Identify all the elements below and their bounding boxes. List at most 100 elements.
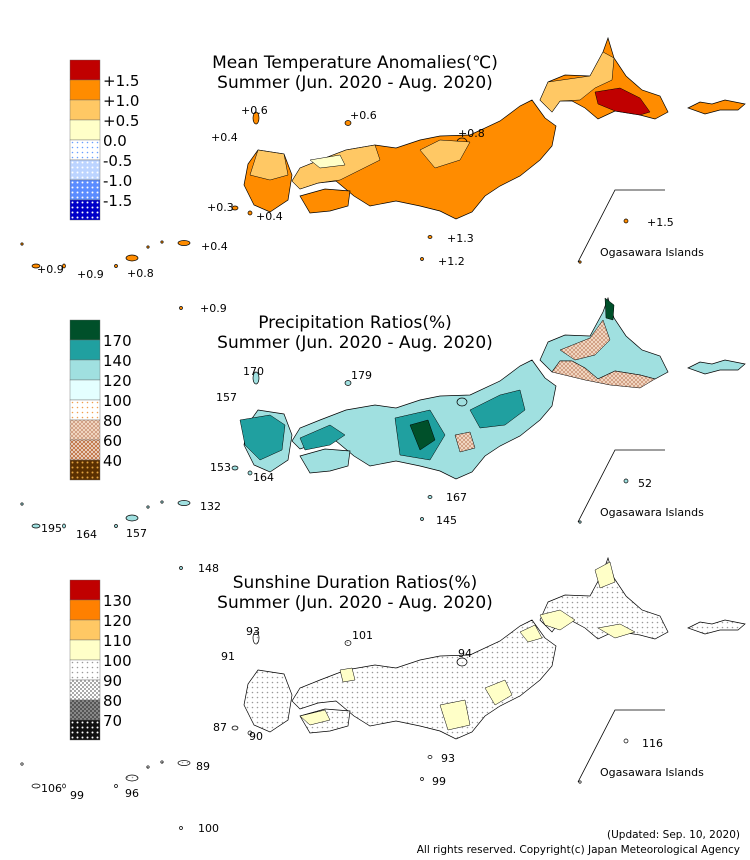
region xyxy=(299,424,346,451)
updated: (Updated: Sep. 10, 2020) xyxy=(607,829,740,841)
legend-box xyxy=(69,179,101,201)
inset-label: Ogasawara Islands xyxy=(600,246,704,259)
station-value: 52 xyxy=(638,477,652,490)
map-regions xyxy=(239,297,656,461)
title: Sunshine Duration Ratios(%) xyxy=(233,573,478,593)
station-value: +0.8 xyxy=(127,267,154,280)
station-value: 89 xyxy=(196,760,210,773)
legend-label: 120 xyxy=(103,612,132,630)
legend-label: 100 xyxy=(103,652,132,670)
station-value: +0.6 xyxy=(241,104,268,117)
legend-label: 100 xyxy=(103,392,132,410)
region xyxy=(454,431,476,453)
legend-label: 40 xyxy=(103,452,122,470)
station-value: 145 xyxy=(436,514,457,527)
station-value: +0.4 xyxy=(256,210,283,223)
station-value: 99 xyxy=(432,775,446,788)
region xyxy=(339,667,356,683)
station-value: 101 xyxy=(352,629,373,642)
legend-box xyxy=(69,579,101,601)
legend-label: 0.0 xyxy=(103,132,127,150)
station-value: +1.2 xyxy=(438,255,465,268)
region xyxy=(539,609,576,631)
title: Precipitation Ratios(%) xyxy=(258,313,452,333)
legend-label: 70 xyxy=(103,712,122,730)
region xyxy=(249,149,289,181)
region xyxy=(469,389,526,429)
region xyxy=(519,624,543,643)
legend-label: 130 xyxy=(103,592,132,610)
region xyxy=(594,561,616,589)
station-value: 91 xyxy=(221,650,235,663)
station-value: 164 xyxy=(253,471,274,484)
copyright: All rights reserved. Copyright(c) Japan … xyxy=(417,844,740,856)
region xyxy=(409,419,436,451)
station-value: +0.8 xyxy=(458,127,485,140)
legend-box xyxy=(69,699,101,721)
legend-box xyxy=(69,339,101,361)
inset-label: Ogasawara Islands xyxy=(600,506,704,519)
station-value: +0.9 xyxy=(37,263,64,276)
legend-box xyxy=(69,639,101,661)
inset-frame xyxy=(577,709,665,783)
subtitle: Summer (Jun. 2020 - Aug. 2020) xyxy=(217,593,493,613)
subtitle: Summer (Jun. 2020 - Aug. 2020) xyxy=(217,333,493,353)
legend-box xyxy=(69,679,101,701)
station-value: +0.9 xyxy=(77,268,104,281)
legend-box xyxy=(69,359,101,381)
region xyxy=(559,319,611,361)
legend-box xyxy=(69,99,101,121)
station-value: +0.4 xyxy=(211,131,238,144)
region xyxy=(539,51,615,113)
region xyxy=(299,709,331,726)
station-value: +1.3 xyxy=(447,232,474,245)
station-value: 99 xyxy=(70,789,84,802)
station-value: 153 xyxy=(210,461,231,474)
station-value: 167 xyxy=(446,491,467,504)
legend-label: 170 xyxy=(103,332,132,350)
legend-box xyxy=(69,659,101,681)
station-value: 164 xyxy=(76,528,97,541)
region xyxy=(484,679,513,706)
inset-label: Ogasawara Islands xyxy=(600,766,704,779)
station-value: 195 xyxy=(41,522,62,535)
title: Mean Temperature Anomalies(℃) xyxy=(212,53,498,73)
legend-box xyxy=(69,139,101,161)
map-regions xyxy=(299,561,636,731)
station-value: +0.3 xyxy=(207,201,234,214)
station-value: 94 xyxy=(458,647,472,660)
station-value: +0.9 xyxy=(200,302,227,315)
inset-frame xyxy=(577,449,665,523)
station-value: 157 xyxy=(216,391,237,404)
station-value: 87 xyxy=(213,721,227,734)
station-value: 132 xyxy=(200,500,221,513)
region xyxy=(597,623,636,639)
legend-label: +1.5 xyxy=(103,72,139,90)
region xyxy=(309,154,346,169)
legend-box xyxy=(69,619,101,641)
station-value: +0.4 xyxy=(201,240,228,253)
legend-box xyxy=(69,159,101,181)
legend-label: +1.0 xyxy=(103,92,139,110)
legend-label: -1.5 xyxy=(103,192,132,210)
map-regions xyxy=(249,51,651,190)
region xyxy=(594,87,651,116)
station-value: +1.5 xyxy=(647,216,674,229)
station-value: 170 xyxy=(243,365,264,378)
legend-box xyxy=(69,79,101,101)
station-value: 106 xyxy=(41,782,62,795)
region xyxy=(239,414,286,461)
subtitle: Summer (Jun. 2020 - Aug. 2020) xyxy=(217,73,493,93)
inset-frame xyxy=(577,189,665,263)
legend-label: +0.5 xyxy=(103,112,139,130)
legend-label: 90 xyxy=(103,672,122,690)
legend-box xyxy=(69,199,101,221)
station-value: 100 xyxy=(198,822,219,835)
legend-box xyxy=(69,379,101,401)
legend-label: 80 xyxy=(103,692,122,710)
region xyxy=(551,360,656,389)
legend-box xyxy=(69,399,101,421)
legend-box xyxy=(69,119,101,141)
station-value: 96 xyxy=(125,787,139,800)
